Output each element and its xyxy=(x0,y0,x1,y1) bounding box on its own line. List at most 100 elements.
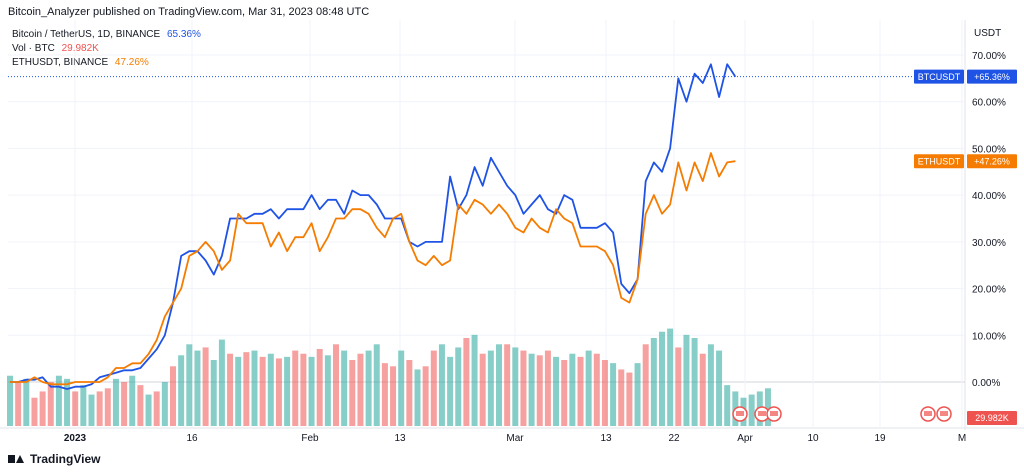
volume-bar xyxy=(748,394,755,426)
volume-bar xyxy=(504,344,511,426)
volume-bar xyxy=(528,353,535,426)
volume-bar xyxy=(275,358,282,426)
volume-bar xyxy=(349,360,356,426)
volume-bar xyxy=(23,378,30,426)
legend-eth-value: 47.26% xyxy=(114,57,149,68)
volume-bar xyxy=(365,350,372,426)
event-flag-stripe xyxy=(770,411,778,416)
eth-name-text: ETHUSDT xyxy=(918,157,961,167)
volume-bar xyxy=(659,331,665,426)
volume-bar xyxy=(292,350,299,426)
volume-bar xyxy=(577,356,584,426)
volume-bar xyxy=(479,353,486,426)
volume-bar xyxy=(487,350,494,426)
volume-bar xyxy=(675,347,682,426)
volume-bar xyxy=(683,334,690,426)
volume-bar xyxy=(764,388,771,426)
x-tick-label: Feb xyxy=(301,433,319,444)
btc-name-tag xyxy=(914,69,964,84)
btc-value-tag xyxy=(967,69,1017,84)
volume-bar xyxy=(463,338,470,426)
volume-bar xyxy=(650,338,657,426)
volume-bar xyxy=(153,391,160,426)
volume-bar xyxy=(496,344,502,426)
volume-bar xyxy=(593,353,600,426)
legend-btc-value: 65.36% xyxy=(166,29,201,40)
volume-bar xyxy=(284,356,291,426)
volume-bar xyxy=(724,385,731,426)
btc-name-text: BTCUSDT xyxy=(918,72,961,82)
x-tick-label: 10 xyxy=(807,433,819,444)
volume-bar xyxy=(691,338,698,426)
event-flag-stripe xyxy=(924,411,932,416)
x-tick-label: Apr xyxy=(737,433,753,444)
series-line-ethusdt xyxy=(10,152,736,386)
eth-name-tag xyxy=(914,154,964,169)
legend-volume[interactable]: Vol · BTC 29.982K xyxy=(12,42,201,56)
volume-bar xyxy=(634,363,641,426)
volume-bar xyxy=(447,356,454,426)
volume-bar xyxy=(96,391,103,426)
x-tick-label: 13 xyxy=(600,433,612,444)
chart-legend: Bitcoin / TetherUS, 1D, BINANCE 65.36% V… xyxy=(12,28,201,70)
volume-bar xyxy=(471,334,478,426)
volume-bar xyxy=(333,344,339,426)
y-tick-label: 20.00% xyxy=(972,285,1006,296)
legend-eth[interactable]: ETHUSDT, BINANCE 47.26% xyxy=(12,56,201,70)
volume-bar xyxy=(15,382,22,426)
legend-btc[interactable]: Bitcoin / TetherUS, 1D, BINANCE 65.36% xyxy=(12,28,201,42)
volume-bar xyxy=(390,366,397,426)
volume-bar xyxy=(104,388,111,426)
tradingview-footer[interactable]: TradingView xyxy=(8,452,100,466)
legend-eth-label: ETHUSDT, BINANCE xyxy=(12,57,109,68)
volume-bar xyxy=(610,363,617,426)
volume-bar xyxy=(251,350,258,426)
volume-bar xyxy=(601,360,608,426)
volume-bar xyxy=(47,382,54,426)
legend-volume-value: 29.982K xyxy=(61,43,99,54)
volume-bar xyxy=(512,347,519,426)
volume-bar xyxy=(161,382,168,426)
volume-bar xyxy=(422,366,429,426)
volume-bar xyxy=(39,391,46,426)
y-tick-label: 30.00% xyxy=(972,238,1006,249)
volume-bar xyxy=(7,375,13,426)
volume-bar xyxy=(170,366,176,426)
volume-bar xyxy=(438,344,445,426)
volume-bar xyxy=(145,394,152,426)
volume-bar xyxy=(585,350,592,426)
y-tick-label: 60.00% xyxy=(972,98,1006,109)
volume-bar xyxy=(72,391,79,426)
volume-bar xyxy=(218,339,225,426)
volume-bar xyxy=(300,353,307,426)
volume-bar xyxy=(194,350,201,426)
volume-bar xyxy=(55,375,62,426)
volume-value-text: 29.982K xyxy=(975,413,1009,423)
volume-bar xyxy=(520,350,527,426)
eth-value-tag xyxy=(967,154,1017,169)
volume-bar xyxy=(80,385,87,426)
x-tick-label: M xyxy=(958,433,966,444)
volume-bar xyxy=(414,369,421,426)
volume-bar xyxy=(210,360,217,426)
volume-bar xyxy=(707,344,714,426)
volume-bar xyxy=(324,355,331,426)
volume-bar xyxy=(642,344,649,426)
x-tick-label: 16 xyxy=(186,433,198,444)
volume-bar xyxy=(406,360,413,426)
event-flag-stripe xyxy=(736,411,744,416)
y-tick-label: 70.00% xyxy=(972,51,1006,62)
volume-bar xyxy=(259,356,266,426)
event-flag-stripe xyxy=(758,411,766,416)
volume-bar xyxy=(553,356,560,426)
x-tick-label: 22 xyxy=(668,433,680,444)
volume-bar xyxy=(699,353,706,426)
tradingview-brand: TradingView xyxy=(30,452,101,466)
y-axis-title: USDT xyxy=(974,28,1001,39)
volume-value-tag xyxy=(967,411,1017,425)
y-tick-label: 0.00% xyxy=(972,378,1000,389)
x-tick-label: 19 xyxy=(874,433,886,444)
volume-bar xyxy=(202,347,209,426)
volume-bar xyxy=(569,353,576,426)
